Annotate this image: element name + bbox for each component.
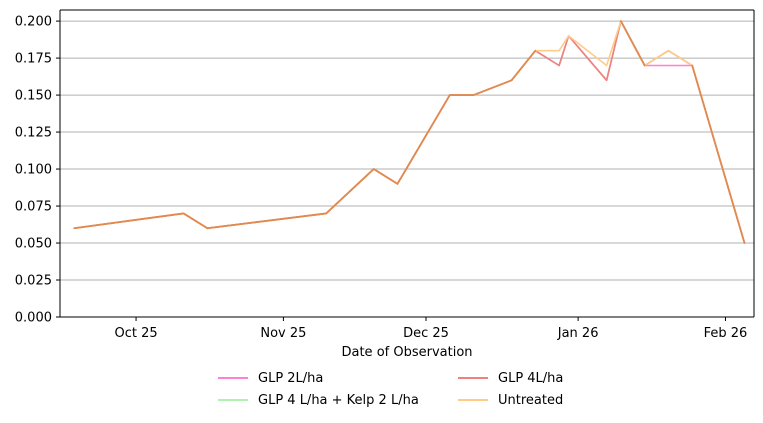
legend-swatch-glp-2l: [218, 377, 248, 379]
y-tick-label-0: 0.000: [15, 311, 52, 326]
legend-swatch-glp-4l: [458, 377, 488, 379]
overlap-segment-2: [206, 212, 328, 230]
legend-swatch-untreated: [458, 399, 488, 401]
x-tick-label-0: Oct 25: [114, 326, 157, 341]
overlap-segment-0: [73, 212, 185, 230]
overlap-segment-8: [510, 49, 537, 82]
overlap-segment-7: [472, 79, 513, 96]
legend-label-glp-2l: GLP 2L/ha: [258, 370, 324, 386]
legend-label-glp-4l: GLP 4L/ha: [498, 370, 564, 386]
y-tick-label-4: 0.100: [15, 163, 52, 178]
y-tick-label-2: 0.050: [15, 237, 52, 252]
overlap-line: [73, 20, 746, 244]
overlap-segment-3: [325, 168, 375, 215]
x-tick-label-3: Jan 26: [557, 326, 599, 341]
overlap-segment-10: [691, 64, 746, 244]
y-tick-label-8: 0.200: [15, 15, 52, 30]
legend-item-glp-4l: GLP 4L/ha: [458, 368, 598, 388]
y-tick-label-6: 0.150: [15, 89, 52, 104]
y-tick-label-1: 0.025: [15, 274, 52, 289]
x-tick-label-2: Dec 25: [403, 326, 449, 341]
x-ticks: Oct 25 Nov 25 Dec 25 Jan 26 Feb 26: [114, 317, 747, 341]
legend-item-glp-2l: GLP 2L/ha: [218, 368, 458, 388]
legend-item-glp-kelp: GLP 4 L/ha + Kelp 2 L/ha: [218, 390, 458, 410]
overlap-segment-4: [372, 168, 399, 185]
y-tick-label-7: 0.175: [15, 52, 52, 67]
x-axis-title: Date of Observation: [341, 345, 472, 360]
legend-label-untreated: Untreated: [498, 392, 564, 408]
x-tick-label-1: Nov 25: [260, 326, 306, 341]
y-tick-label-3: 0.075: [15, 200, 52, 215]
legend-label-glp-kelp: GLP 4 L/ha + Kelp 2 L/ha: [258, 392, 419, 408]
overlap-segment-5: [396, 94, 451, 185]
legend: GLP 2L/ha GLP 4L/ha GLP 4 L/ha + Kelp 2 …: [218, 368, 598, 410]
legend-item-untreated: Untreated: [458, 390, 598, 410]
y-ticks: 0.000 0.025 0.050 0.075 0.100 0.125 0.150 0.175…: [15, 15, 60, 326]
axes: [59, 9, 755, 318]
x-tick-label-4: Feb 26: [704, 326, 748, 341]
legend-swatch-glp-kelp: [218, 399, 248, 401]
y-tick-label-5: 0.125: [15, 126, 52, 141]
overlap-segment-1: [182, 212, 209, 230]
overlap-segment-9: [620, 20, 646, 67]
